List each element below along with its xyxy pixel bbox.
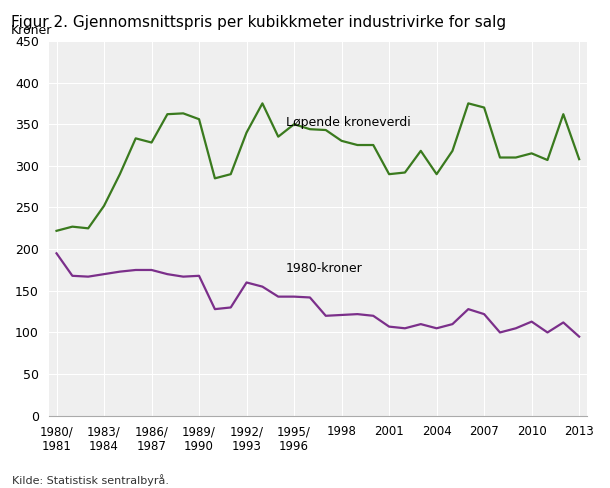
Text: Kroner: Kroner [11, 24, 52, 37]
Text: 1980-kroner: 1980-kroner [286, 263, 363, 275]
Text: Figur 2. Gjennomsnittspris per kubikkmeter industrivirke for salg: Figur 2. Gjennomsnittspris per kubikkmet… [11, 15, 506, 30]
Text: Løpende kroneverdi: Løpende kroneverdi [286, 116, 411, 129]
Text: Kilde: Statistisk sentralbyrå.: Kilde: Statistisk sentralbyrå. [12, 474, 169, 486]
